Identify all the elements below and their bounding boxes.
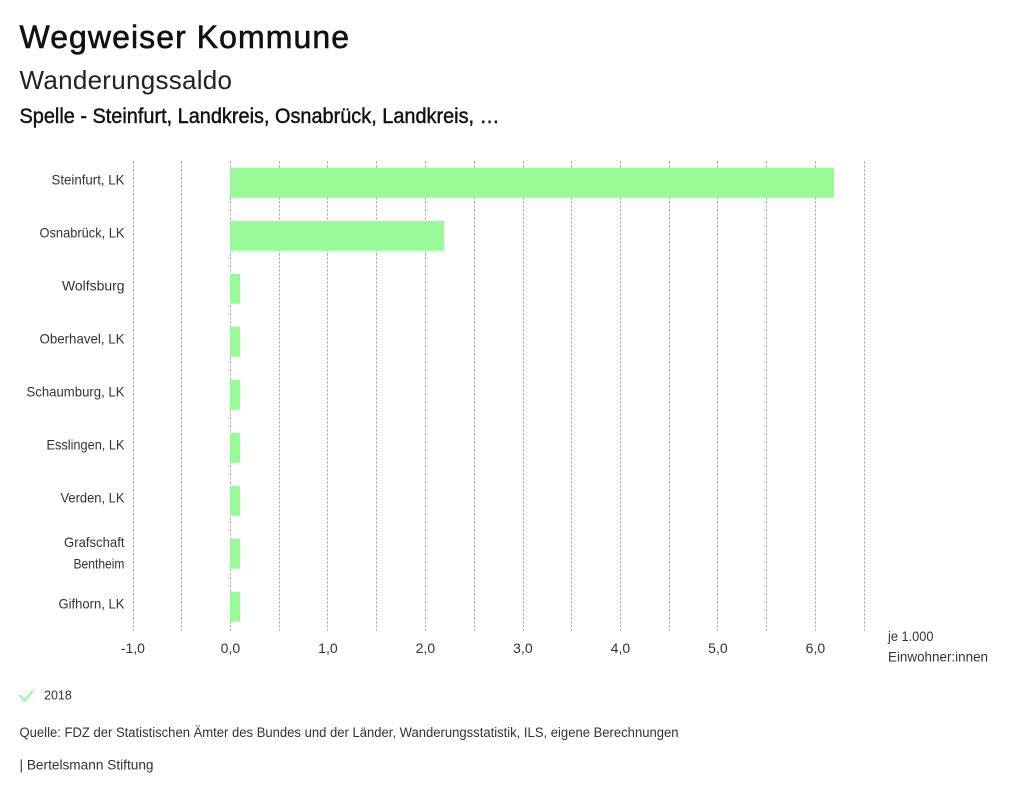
svg-text:-1,0: -1,0 — [121, 640, 145, 656]
svg-text:Wolfsburg: Wolfsburg — [62, 278, 125, 294]
svg-text:Steinfurt, LK: Steinfurt, LK — [52, 172, 126, 188]
svg-text:1,0: 1,0 — [318, 640, 338, 656]
svg-text:Wanderungssaldo: Wanderungssaldo — [20, 65, 233, 95]
svg-text:Osnabrück, LK: Osnabrück, LK — [40, 225, 126, 241]
svg-text:Quelle: FDZ der Statistischen: Quelle: FDZ der Statistischen Ämter des … — [20, 725, 679, 740]
svg-text:6,0: 6,0 — [806, 640, 826, 656]
svg-text:Verden, LK: Verden, LK — [61, 490, 126, 506]
svg-text:Esslingen, LK: Esslingen, LK — [47, 437, 126, 453]
svg-text:4,0: 4,0 — [611, 640, 631, 656]
svg-text:je 1.000: je 1.000 — [887, 629, 933, 644]
svg-text:Wegweiser Kommune: Wegweiser Kommune — [20, 19, 350, 55]
svg-text:Schaumburg, LK: Schaumburg, LK — [27, 384, 126, 400]
svg-text:Spelle - Steinfurt, Landkreis,: Spelle - Steinfurt, Landkreis, Osnabrück… — [20, 104, 500, 128]
svg-text:2018: 2018 — [44, 688, 72, 703]
svg-text:Grafschaft: Grafschaft — [64, 534, 125, 550]
svg-text:0,0: 0,0 — [221, 640, 241, 656]
svg-text:5,0: 5,0 — [708, 640, 728, 656]
svg-text:3,0: 3,0 — [513, 640, 533, 656]
svg-text:| Bertelsmann Stiftung: | Bertelsmann Stiftung — [20, 757, 154, 772]
svg-text:Gifhorn, LK: Gifhorn, LK — [59, 596, 126, 612]
svg-text:Bentheim: Bentheim — [74, 556, 125, 572]
svg-text:2,0: 2,0 — [416, 640, 436, 656]
svg-text:Oberhavel, LK: Oberhavel, LK — [40, 331, 126, 347]
svg-text:Einwohner:innen: Einwohner:innen — [888, 650, 988, 665]
